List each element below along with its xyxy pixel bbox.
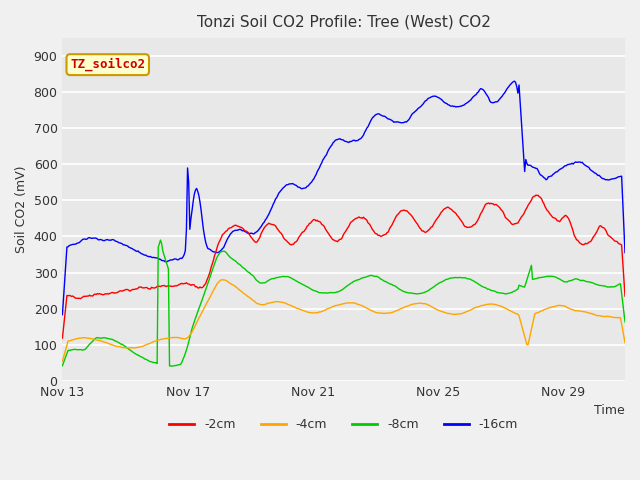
Title: Tonzi Soil CO2 Profile: Tree (West) CO2: Tonzi Soil CO2 Profile: Tree (West) CO2 (196, 15, 491, 30)
Legend: -2cm, -4cm, -8cm, -16cm: -2cm, -4cm, -8cm, -16cm (164, 413, 524, 436)
X-axis label: Time: Time (595, 404, 625, 417)
Y-axis label: Soil CO2 (mV): Soil CO2 (mV) (15, 166, 28, 253)
Text: TZ_soilco2: TZ_soilco2 (70, 58, 145, 72)
